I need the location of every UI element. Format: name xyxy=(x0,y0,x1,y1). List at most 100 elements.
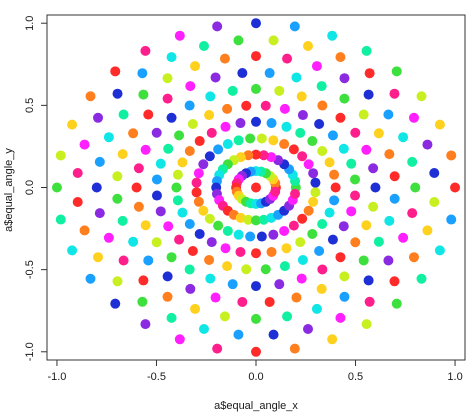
data-point xyxy=(118,255,129,266)
data-point xyxy=(251,313,261,324)
data-point xyxy=(256,231,267,242)
data-point xyxy=(327,130,338,141)
data-point xyxy=(364,68,375,79)
data-point xyxy=(303,159,314,170)
data-point xyxy=(316,283,327,294)
data-point xyxy=(235,118,246,129)
data-point xyxy=(140,220,151,231)
data-point xyxy=(282,53,293,64)
data-point xyxy=(364,296,375,307)
data-point xyxy=(361,45,372,56)
data-point xyxy=(268,329,279,340)
data-point xyxy=(199,41,209,52)
data-point xyxy=(190,303,201,314)
data-point xyxy=(266,118,277,129)
data-point xyxy=(237,296,248,307)
data-point xyxy=(212,343,223,354)
data-point xyxy=(137,68,148,79)
data-point xyxy=(219,53,230,64)
data-point xyxy=(389,171,400,182)
data-point xyxy=(204,254,215,265)
data-point xyxy=(241,264,252,275)
data-point xyxy=(204,151,215,162)
data-point xyxy=(297,254,308,265)
data-point xyxy=(279,139,290,150)
data-point xyxy=(172,169,183,180)
data-point xyxy=(151,190,162,201)
data-point xyxy=(288,220,299,231)
data-point xyxy=(140,319,151,330)
data-point xyxy=(311,303,322,314)
data-point xyxy=(174,130,185,141)
data-point xyxy=(327,234,338,245)
data-point xyxy=(327,30,338,41)
data-point xyxy=(155,206,166,217)
data-point xyxy=(251,83,261,94)
data-point xyxy=(317,145,328,156)
data-point xyxy=(303,205,314,216)
data-point xyxy=(307,136,318,147)
points-layer xyxy=(51,18,461,357)
data-point xyxy=(408,112,419,123)
data-point xyxy=(308,196,319,207)
data-point xyxy=(172,195,183,206)
data-point xyxy=(67,119,78,130)
y-tick-label: -1.0 xyxy=(24,342,36,361)
x-tick-label: 0.0 xyxy=(248,371,263,383)
data-point xyxy=(358,255,369,266)
data-point xyxy=(361,220,372,231)
data-point xyxy=(389,276,400,287)
data-point xyxy=(295,237,306,248)
data-point xyxy=(422,225,433,236)
data-point xyxy=(151,174,162,185)
data-point xyxy=(335,112,346,123)
data-point xyxy=(408,252,419,263)
data-point xyxy=(291,292,302,303)
y-axis-label: a$equal_angle_y xyxy=(3,148,15,232)
data-point xyxy=(338,143,349,154)
data-point xyxy=(85,273,96,284)
data-point xyxy=(384,149,395,160)
data-point xyxy=(316,81,327,92)
data-point xyxy=(422,139,433,150)
data-point xyxy=(282,311,293,322)
data-point xyxy=(151,237,162,248)
data-point xyxy=(140,144,151,155)
data-point xyxy=(55,214,66,225)
data-point xyxy=(204,213,215,224)
data-point xyxy=(162,271,173,282)
data-point xyxy=(310,177,321,188)
data-point xyxy=(310,187,321,198)
data-point xyxy=(268,229,279,240)
data-point xyxy=(222,225,233,236)
data-point xyxy=(138,89,149,100)
data-point xyxy=(258,150,269,161)
data-point xyxy=(245,133,256,144)
data-point xyxy=(112,276,123,287)
data-point xyxy=(311,61,322,72)
data-point xyxy=(314,246,325,256)
data-point xyxy=(288,144,299,155)
data-point xyxy=(206,237,217,248)
data-point xyxy=(317,100,328,111)
data-point xyxy=(151,127,162,138)
data-point xyxy=(251,215,261,226)
data-point xyxy=(297,213,308,224)
data-point xyxy=(245,231,256,242)
data-point xyxy=(251,281,261,292)
data-point xyxy=(143,255,154,266)
data-point xyxy=(198,159,209,170)
data-point xyxy=(361,144,372,155)
data-point xyxy=(251,149,261,160)
data-point xyxy=(339,73,350,84)
data-point xyxy=(317,219,328,230)
data-point xyxy=(166,52,177,63)
x-tick-label: 0.5 xyxy=(348,371,363,383)
data-point xyxy=(51,182,62,193)
data-point xyxy=(213,220,224,231)
data-point xyxy=(128,236,139,247)
data-point xyxy=(361,319,372,330)
data-point xyxy=(450,182,461,193)
data-point xyxy=(350,174,361,185)
data-point xyxy=(93,112,104,123)
